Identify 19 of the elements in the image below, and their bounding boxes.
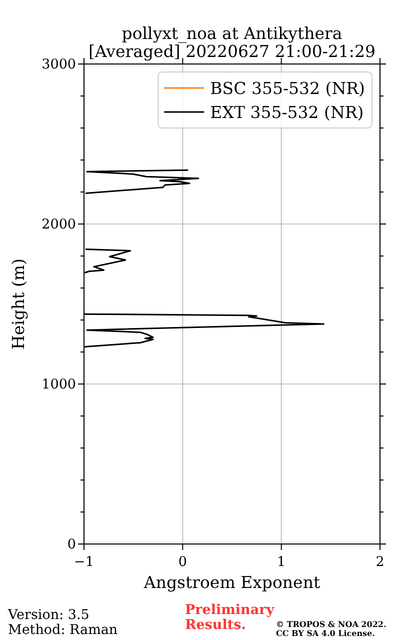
- x-tick-label: −1: [74, 554, 94, 570]
- legend-label: BSC 355-532 (NR): [210, 78, 366, 98]
- legend-label: EXT 355-532 (NR): [210, 102, 364, 122]
- y-tick-label: 0: [67, 536, 76, 553]
- x-tick-label: 2: [376, 554, 384, 570]
- x-tick-label: 0: [178, 554, 187, 570]
- y-tick-label: 1000: [42, 376, 76, 393]
- y-axis-title: Height (m): [9, 258, 28, 350]
- text: © TROPOS & NOA 2022.: [276, 619, 386, 629]
- x-tick-label: 1: [277, 554, 286, 570]
- chart-title: pollyxt_noa at Antikythera: [122, 24, 342, 43]
- text: Version: 3.5: [7, 607, 90, 623]
- y-tick-label: 3000: [42, 56, 76, 73]
- y-tick-label: 2000: [42, 216, 76, 233]
- chart-subtitle: [Averaged] 20220627 21:00-21:29: [88, 42, 376, 61]
- text: Preliminary Results.: [185, 602, 276, 633]
- text: CC BY SA 4.0 License.: [276, 628, 376, 638]
- x-axis-title: Angstroem Exponent: [142, 573, 320, 592]
- text: Method: Raman: [8, 622, 118, 638]
